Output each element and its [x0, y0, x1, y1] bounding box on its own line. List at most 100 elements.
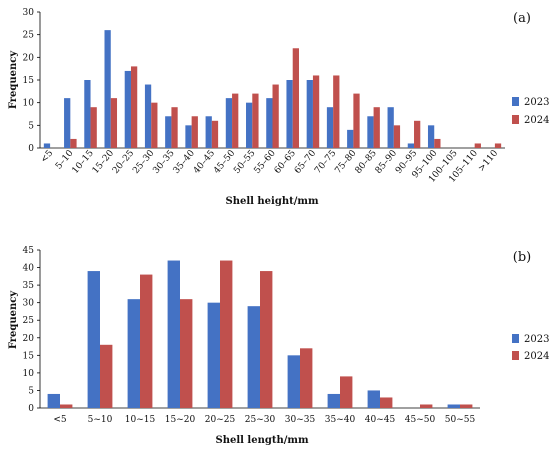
- bar-2023-4: [124, 70, 131, 148]
- bar-2024-0: [60, 404, 73, 408]
- bar-2024-9: [420, 404, 433, 408]
- x-tick-label: 50~55: [445, 415, 476, 425]
- bar-2024-22: [494, 143, 502, 148]
- bar-2024-1: [70, 138, 77, 148]
- y-tick-label: 40: [23, 264, 35, 274]
- y-tick-label: 10: [23, 369, 35, 379]
- y-tick-label: 0: [28, 404, 34, 414]
- y-tick-label: 30: [23, 8, 35, 18]
- y-axis-title: Frequency: [8, 50, 19, 110]
- y-axis-title: Frequency: [8, 290, 19, 350]
- x-axis-title: Shell length/mm: [215, 435, 308, 446]
- bar-2023-3: [104, 30, 111, 149]
- bars: [43, 30, 502, 149]
- bar-2024-7: [340, 376, 353, 408]
- y-tick-label: 10: [23, 99, 35, 109]
- x-tick-label: 30~35: [285, 415, 316, 425]
- bar-2023-9: [225, 98, 233, 148]
- bar-2023-0: [47, 393, 60, 408]
- legend-swatch-2023: [512, 334, 519, 343]
- y-tick-label: 5: [28, 121, 34, 131]
- bar-2024-6: [300, 348, 313, 408]
- chart-panel-b: 0 5 10 15 20 25 30 35 40 45 <5 5~10 10~15 15~20 20~25…: [8, 246, 549, 446]
- bar-2024-3: [110, 98, 118, 148]
- bar-2023-0: [43, 143, 51, 148]
- x-tick-label: 15~20: [165, 415, 196, 425]
- bar-2023-16: [367, 116, 374, 148]
- legend-swatch-2024: [512, 115, 519, 124]
- x-tick-label: <5: [39, 148, 55, 165]
- bars: [47, 260, 473, 408]
- bar-2024-6: [171, 107, 178, 148]
- x-tick-label: 5~10: [88, 415, 113, 425]
- x-ticks: <55–1010–1515–2020–2525–3030–3535–4040–4…: [39, 148, 500, 184]
- x-tick-label: <5: [53, 415, 67, 425]
- bar-2023-4: [207, 302, 220, 408]
- y-tick-label: 20: [23, 334, 35, 344]
- bar-2023-7: [327, 393, 340, 408]
- x-tick-label: 35~40: [325, 415, 356, 425]
- bar-2023-15: [347, 129, 354, 148]
- bar-2023-6: [165, 116, 172, 148]
- bar-2024-17: [393, 125, 401, 148]
- y-tick-label: 45: [23, 246, 35, 256]
- bar-2024-10: [460, 404, 473, 408]
- panel-label: (b): [513, 250, 531, 265]
- bar-2024-18: [414, 120, 421, 148]
- x-tick-label: 40~45: [365, 415, 396, 425]
- bar-2024-7: [191, 116, 198, 148]
- y-tick-label: 5: [28, 386, 34, 396]
- x-tick-label: 25~30: [245, 415, 276, 425]
- legend-label-2024: 2024: [524, 351, 549, 362]
- legend: 2023 2024: [512, 334, 549, 362]
- bar-2023-12: [286, 80, 293, 148]
- chart-panel-a: 0 5 10 15 20 25 30 <55–1010–1515–2020–2525–303…: [8, 8, 549, 207]
- legend-label-2023: 2023: [524, 334, 549, 345]
- x-tick-label: 45~50: [405, 415, 436, 425]
- y-tick-label: 25: [23, 316, 35, 326]
- legend-swatch-2023: [512, 97, 519, 106]
- legend: 2023 2024: [512, 97, 549, 126]
- y-tick-label: 20: [23, 53, 35, 63]
- bar-2023-8: [367, 390, 380, 408]
- legend-label-2023: 2023: [524, 97, 549, 108]
- y-ticks: 0 5 10 15 20 25 30 35 40 45: [23, 246, 40, 414]
- x-tick-label: 10~15: [125, 415, 156, 425]
- bar-2023-10: [246, 102, 253, 148]
- bar-2023-10: [447, 404, 460, 408]
- legend-label-2024: 2024: [524, 115, 549, 126]
- panel-label: (a): [513, 11, 531, 26]
- y-ticks: 0 5 10 15 20 25 30: [23, 8, 40, 154]
- bar-2024-15: [353, 93, 360, 148]
- bar-2024-4: [130, 66, 138, 148]
- bar-2024-5: [151, 102, 158, 148]
- bar-2024-16: [373, 107, 380, 148]
- legend-swatch-2024: [512, 351, 519, 360]
- y-tick-label: 30: [23, 299, 35, 309]
- y-tick-label: 0: [28, 144, 34, 154]
- bar-2024-8: [380, 397, 393, 408]
- bar-2024-13: [312, 75, 320, 148]
- bar-2023-11: [266, 98, 273, 148]
- bar-2023-1: [87, 271, 100, 408]
- bar-2023-2: [127, 299, 140, 408]
- bar-2023-5: [144, 84, 152, 148]
- x-axis-title: Shell height/mm: [225, 196, 318, 207]
- bar-2024-9: [232, 93, 239, 148]
- y-tick-label: 25: [23, 31, 35, 41]
- y-tick-label: 15: [23, 351, 35, 361]
- bar-2023-8: [205, 116, 212, 148]
- bar-2023-7: [185, 125, 192, 148]
- bar-2023-17: [387, 107, 394, 148]
- y-tick-label: 35: [23, 281, 35, 291]
- bar-2024-21: [474, 143, 481, 148]
- bar-2023-5: [247, 306, 260, 408]
- x-ticks: <5 5~10 10~15 15~20 20~25 25~30 30~35 35~40 40~4…: [53, 415, 475, 425]
- bar-2024-12: [292, 48, 299, 149]
- bar-2023-13: [306, 80, 313, 148]
- bar-2024-1: [100, 344, 113, 408]
- bar-2024-3: [180, 299, 193, 408]
- bar-2023-6: [287, 355, 300, 408]
